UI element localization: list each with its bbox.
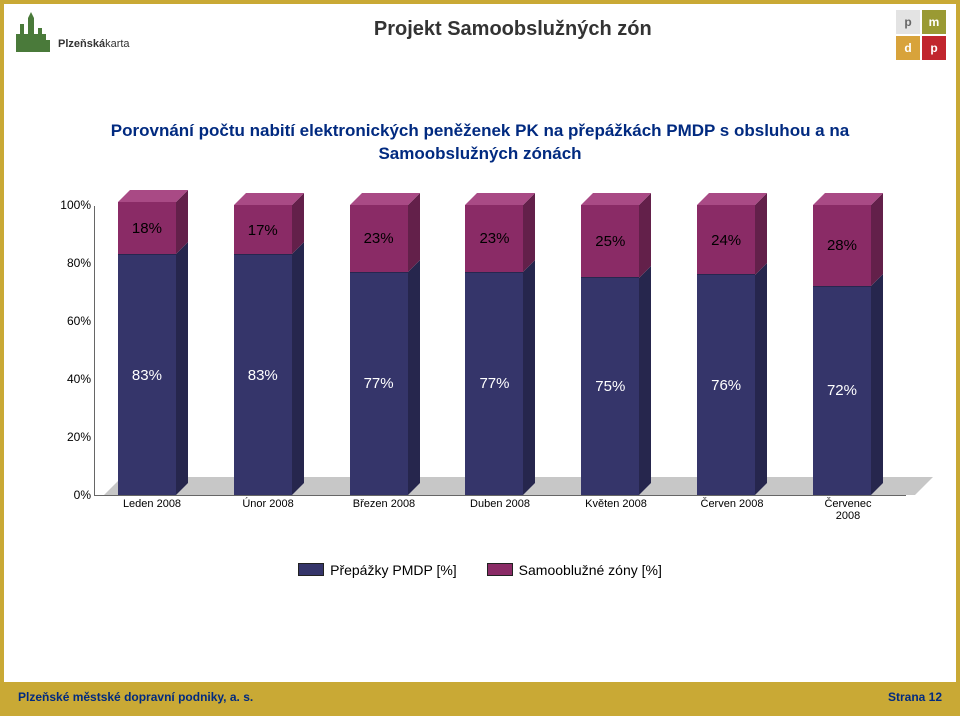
plot-area: 83% 18% 83% 17% 77% 23% 77% 23% 75% 25% 76% 24% 72% 2… bbox=[94, 206, 906, 496]
chart-subtitle: Porovnání počtu nabití elektronických pe… bbox=[44, 120, 916, 166]
footer-left: Plzeňské městské dopravní podniky, a. s. bbox=[18, 690, 253, 704]
y-tick: 60% bbox=[51, 314, 91, 328]
footer-right: Strana 12 bbox=[888, 690, 942, 704]
legend-label-0: Přepážky PMDP [%] bbox=[330, 562, 457, 578]
slide-footer: Plzeňské městské dopravní podniky, a. s.… bbox=[4, 682, 956, 712]
logo-square-p2: p bbox=[922, 36, 946, 60]
bar-label-bottom: 76% bbox=[697, 377, 755, 394]
x-axis-label: Leden 2008 bbox=[117, 498, 187, 522]
logo-square-d: d bbox=[896, 36, 920, 60]
stacked-bar-chart: 83% 18% 83% 17% 77% 23% 77% 23% 75% 25% 76% 24% 72% 2… bbox=[44, 206, 916, 546]
bar-label-bottom: 83% bbox=[234, 367, 292, 384]
bar-label-bottom: 77% bbox=[465, 375, 523, 392]
x-axis-label: Květen 2008 bbox=[581, 498, 651, 522]
bar-label-top: 24% bbox=[697, 232, 755, 249]
logo-left-text: Plzeňskákarta bbox=[58, 38, 130, 50]
bar-label-top: 23% bbox=[465, 230, 523, 247]
bar-label-top: 25% bbox=[581, 233, 639, 250]
slide-header: Plzeňskákarta Projekt Samoobslužných zón… bbox=[4, 4, 956, 74]
slide-title: Projekt Samoobslužných zón bbox=[130, 10, 896, 41]
bar-label-bottom: 75% bbox=[581, 378, 639, 395]
bars-container: 83% 18% 83% 17% 77% 23% 77% 23% 75% 25% 76% 24% 72% 2… bbox=[95, 206, 906, 495]
x-axis-label: Duben 2008 bbox=[465, 498, 535, 522]
x-axis-label: Únor 2008 bbox=[233, 498, 303, 522]
logo-text-light: karta bbox=[105, 38, 129, 50]
legend-swatch-1 bbox=[487, 563, 513, 576]
logo-square-p: p bbox=[896, 10, 920, 34]
logo-square-m: m bbox=[922, 10, 946, 34]
chart-legend: Přepážky PMDP [%] Samooblužné zóny [%] bbox=[44, 562, 916, 578]
y-tick: 100% bbox=[51, 198, 91, 212]
logo-text-bold: Plzeňská bbox=[58, 38, 105, 50]
bar-slot: 83% 17% bbox=[234, 206, 304, 495]
bar-slot: 76% 24% bbox=[697, 206, 767, 495]
bar-slot: 75% 25% bbox=[581, 206, 651, 495]
bar-slot: 77% 23% bbox=[350, 206, 420, 495]
y-tick: 20% bbox=[51, 430, 91, 444]
bar-label-top: 17% bbox=[234, 222, 292, 239]
logo-pmdp: p m d p bbox=[896, 10, 946, 60]
bar-label-top: 18% bbox=[118, 220, 176, 237]
logo-plzenska-karta: Plzeňskákarta bbox=[14, 10, 130, 52]
bar-label-bottom: 72% bbox=[813, 382, 871, 399]
frame-border-right bbox=[956, 0, 960, 716]
legend-swatch-0 bbox=[298, 563, 324, 576]
bar-label-bottom: 77% bbox=[350, 375, 408, 392]
bar-label-top: 28% bbox=[813, 237, 871, 254]
y-tick: 40% bbox=[51, 372, 91, 386]
x-axis-label: Červenec 2008 bbox=[813, 498, 883, 522]
legend-item-prepazky: Přepážky PMDP [%] bbox=[298, 562, 457, 578]
y-tick: 0% bbox=[51, 488, 91, 502]
x-axis-labels: Leden 2008 Únor 2008 Březen 2008 Duben 2008… bbox=[94, 498, 906, 522]
x-axis-label: Březen 2008 bbox=[349, 498, 419, 522]
city-silhouette-icon bbox=[14, 10, 52, 52]
y-tick: 80% bbox=[51, 256, 91, 270]
slide-content: Porovnání počtu nabití elektronických pe… bbox=[4, 80, 956, 676]
bar-slot: 83% 18% bbox=[118, 206, 188, 495]
bar-slot: 72% 28% bbox=[813, 206, 883, 495]
bar-label-top: 23% bbox=[350, 230, 408, 247]
bar-label-bottom: 83% bbox=[118, 367, 176, 384]
frame-border-bottom bbox=[0, 712, 960, 716]
legend-item-samoobsluzne: Samooblužné zóny [%] bbox=[487, 562, 662, 578]
legend-label-1: Samooblužné zóny [%] bbox=[519, 562, 662, 578]
bar-slot: 77% 23% bbox=[465, 206, 535, 495]
x-axis-label: Červen 2008 bbox=[697, 498, 767, 522]
